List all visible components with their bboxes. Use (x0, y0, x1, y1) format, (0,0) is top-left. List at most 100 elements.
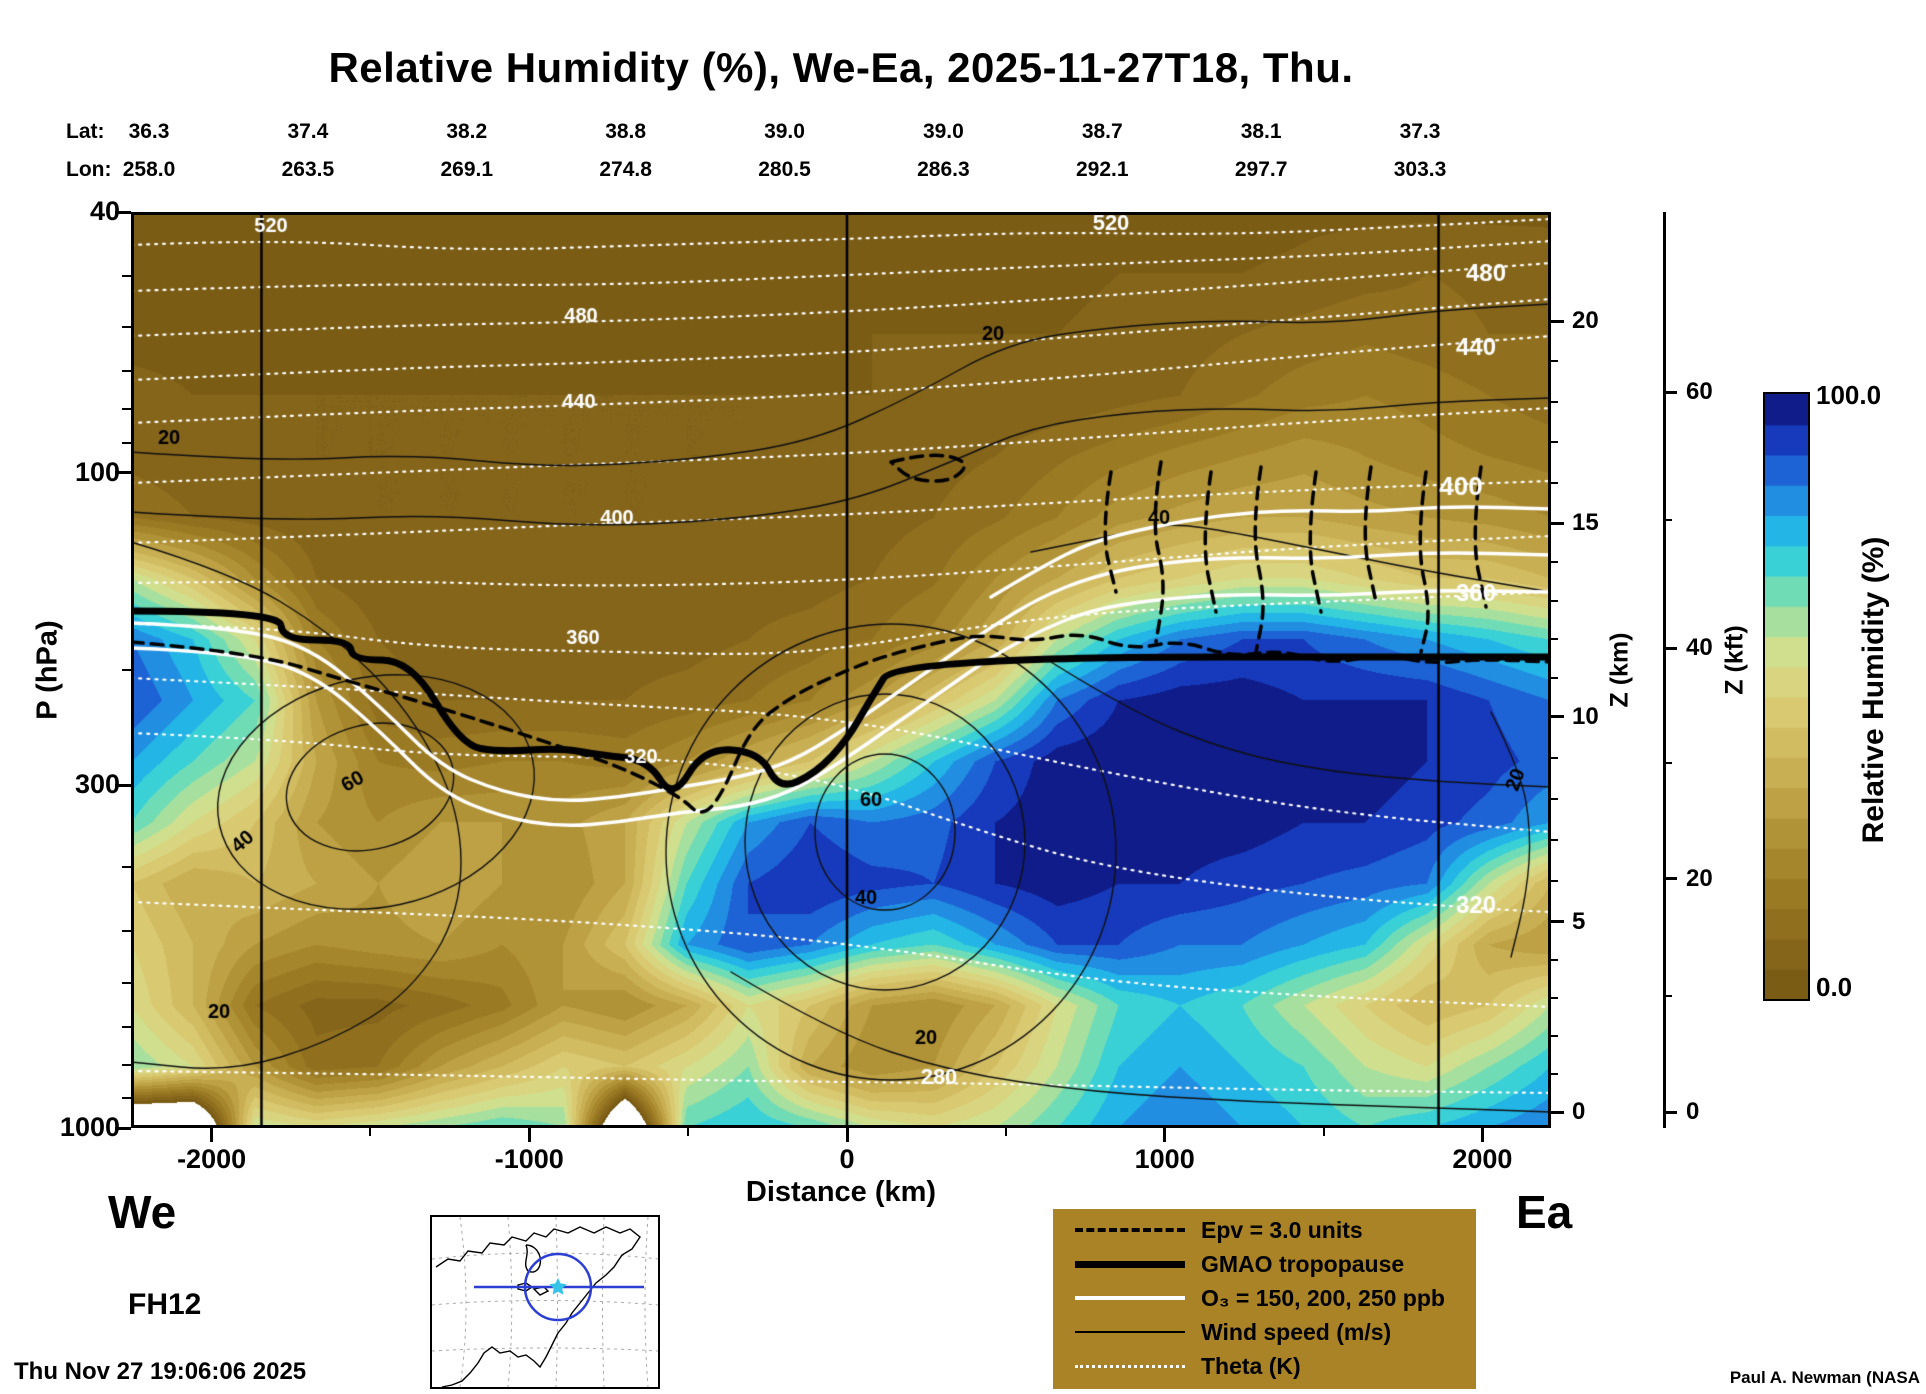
legend-label: Wind speed (m/s) (1201, 1318, 1392, 1345)
legend-label: O₃ = 150, 200, 250 ppb (1201, 1284, 1445, 1311)
inset-map (430, 1215, 660, 1389)
pressure-axis-label: P (hPa) (31, 620, 64, 720)
z-km-tick (1551, 715, 1564, 719)
colorbar-min-label: 0.0 (1816, 972, 1853, 1002)
legend-label: Theta (K) (1201, 1352, 1301, 1379)
z-kft-axis-line (1663, 212, 1666, 1128)
legend-swatch-white-solid (1075, 1296, 1185, 1300)
z-kft-tick (1666, 1110, 1677, 1114)
z-km-axis-label: Z (km) (1605, 632, 1634, 708)
distance-minor-tick (1004, 1128, 1007, 1136)
z-kft-axis-label: Z (kft) (1720, 625, 1749, 695)
pressure-minor-tick (122, 929, 131, 932)
legend-swatch-thin-black (1075, 1331, 1185, 1333)
lon-value: 263.5 (281, 158, 335, 181)
legend-swatch-dashed-black (1075, 1228, 1185, 1232)
distance-minor-tick (1322, 1128, 1325, 1136)
lat-value: 37.4 (287, 120, 329, 143)
z-km-tick-label: 20 (1572, 307, 1599, 334)
distance-tick-label: 1000 (1134, 1144, 1195, 1174)
legend-swatch-white-dotted (1075, 1364, 1185, 1368)
lat-value: 38.7 (1081, 120, 1123, 143)
distance-minor-tick (687, 1128, 690, 1136)
distance-axis-label: Distance (km) (745, 1176, 937, 1208)
lat-value: 36.3 (128, 120, 170, 143)
pressure-minor-tick (122, 866, 131, 869)
pressure-minor-tick (122, 326, 131, 329)
z-kft-minor-tick (1666, 994, 1672, 997)
longitude-row: Lon: 258.0 263.5 269.1 274.8 280.5 286.3 292.1… (0, 158, 1926, 188)
legend-row: Wind speed (m/s) (1053, 1315, 1476, 1349)
legend: Epv = 3.0 units GMAO tropopause O₃ = 150, … (1053, 1209, 1476, 1389)
distance-tick-label: -1000 (494, 1144, 564, 1174)
pressure-minor-tick (122, 1097, 131, 1100)
legend-swatch-thick-black (1075, 1260, 1185, 1268)
z-km-minor-tick (1551, 797, 1558, 800)
inset-map-graticule (431, 1216, 659, 1388)
inset-map-frame (430, 1215, 660, 1389)
z-km-tick (1551, 521, 1564, 525)
colorbar (1763, 392, 1810, 1001)
z-km-minor-tick (1551, 481, 1558, 484)
lat-row-label: Lat: (66, 120, 105, 143)
z-km-minor-tick (1551, 599, 1558, 602)
lat-value: 38.1 (1240, 120, 1282, 143)
pressure-minor-tick (122, 274, 131, 277)
z-km-minor-tick (1551, 561, 1558, 564)
chart-title: Relative Humidity (%), We-Ea, 2025-11-27… (328, 44, 1354, 91)
z-km-minor-tick (1551, 879, 1558, 882)
z-km-minor-tick (1551, 1035, 1558, 1038)
lat-value: 39.0 (922, 120, 964, 143)
distance-tick-label: 2000 (1452, 1144, 1513, 1174)
lon-value: 303.3 (1393, 158, 1447, 181)
z-km-tick-label: 15 (1572, 509, 1599, 537)
pressure-minor-tick (122, 408, 131, 411)
z-km-minor-tick (1551, 400, 1558, 403)
z-kft-tick (1666, 390, 1677, 394)
pressure-tick (115, 210, 131, 214)
distance-tick (1163, 1128, 1167, 1142)
z-kft-minor-tick (1666, 762, 1672, 765)
z-km-minor-tick (1551, 838, 1558, 841)
colorbar-canvas (1765, 394, 1808, 999)
plot-area (131, 212, 1551, 1128)
z-km-minor-tick (1551, 638, 1558, 641)
legend-row: O₃ = 150, 200, 250 ppb (1053, 1281, 1476, 1315)
lat-value: 37.3 (1399, 120, 1441, 143)
distance-tick-label: 0 (839, 1144, 855, 1174)
pressure-minor-tick (122, 370, 131, 373)
pressure-minor-tick (122, 669, 131, 672)
pressure-minor-tick (122, 441, 131, 444)
forecast-hour-label: FH12 (128, 1288, 202, 1321)
z-km-tick (1551, 319, 1564, 323)
inset-map-center-marker (549, 1278, 567, 1295)
z-kft-minor-tick (1666, 519, 1672, 522)
creation-timestamp: Thu Nov 27 19:06:06 2025 (14, 1358, 307, 1385)
legend-row: Epv = 3.0 units (1053, 1213, 1476, 1247)
pressure-minor-tick (122, 1025, 131, 1028)
pressure-tick-label: 300 (74, 769, 120, 800)
distance-tick (1480, 1128, 1484, 1142)
z-km-minor-tick (1551, 677, 1558, 680)
rh-field-canvas (131, 212, 1551, 1128)
distance-tick (210, 1128, 214, 1142)
distance-tick (527, 1128, 531, 1142)
pressure-tick (115, 783, 131, 787)
legend-row: GMAO tropopause (1053, 1247, 1476, 1281)
lon-value: 286.3 (917, 158, 970, 181)
lon-row-label: Lon: (66, 158, 112, 181)
colorbar-title: Relative Humidity (%) (1857, 536, 1890, 844)
legend-label: Epv = 3.0 units (1201, 1216, 1363, 1243)
lat-value: 38.2 (446, 120, 488, 143)
z-km-minor-tick (1551, 959, 1558, 961)
z-kft-tick-label: 60 (1686, 378, 1713, 406)
west-endpoint-label: We (108, 1186, 177, 1238)
lon-value: 274.8 (599, 158, 652, 181)
z-km-minor-tick (1551, 360, 1558, 363)
distance-tick (845, 1128, 849, 1142)
distance-minor-tick (369, 1128, 372, 1136)
lon-value: 280.5 (758, 158, 811, 181)
z-km-tick-label: 0 (1572, 1098, 1586, 1126)
pressure-tick (115, 1126, 131, 1130)
